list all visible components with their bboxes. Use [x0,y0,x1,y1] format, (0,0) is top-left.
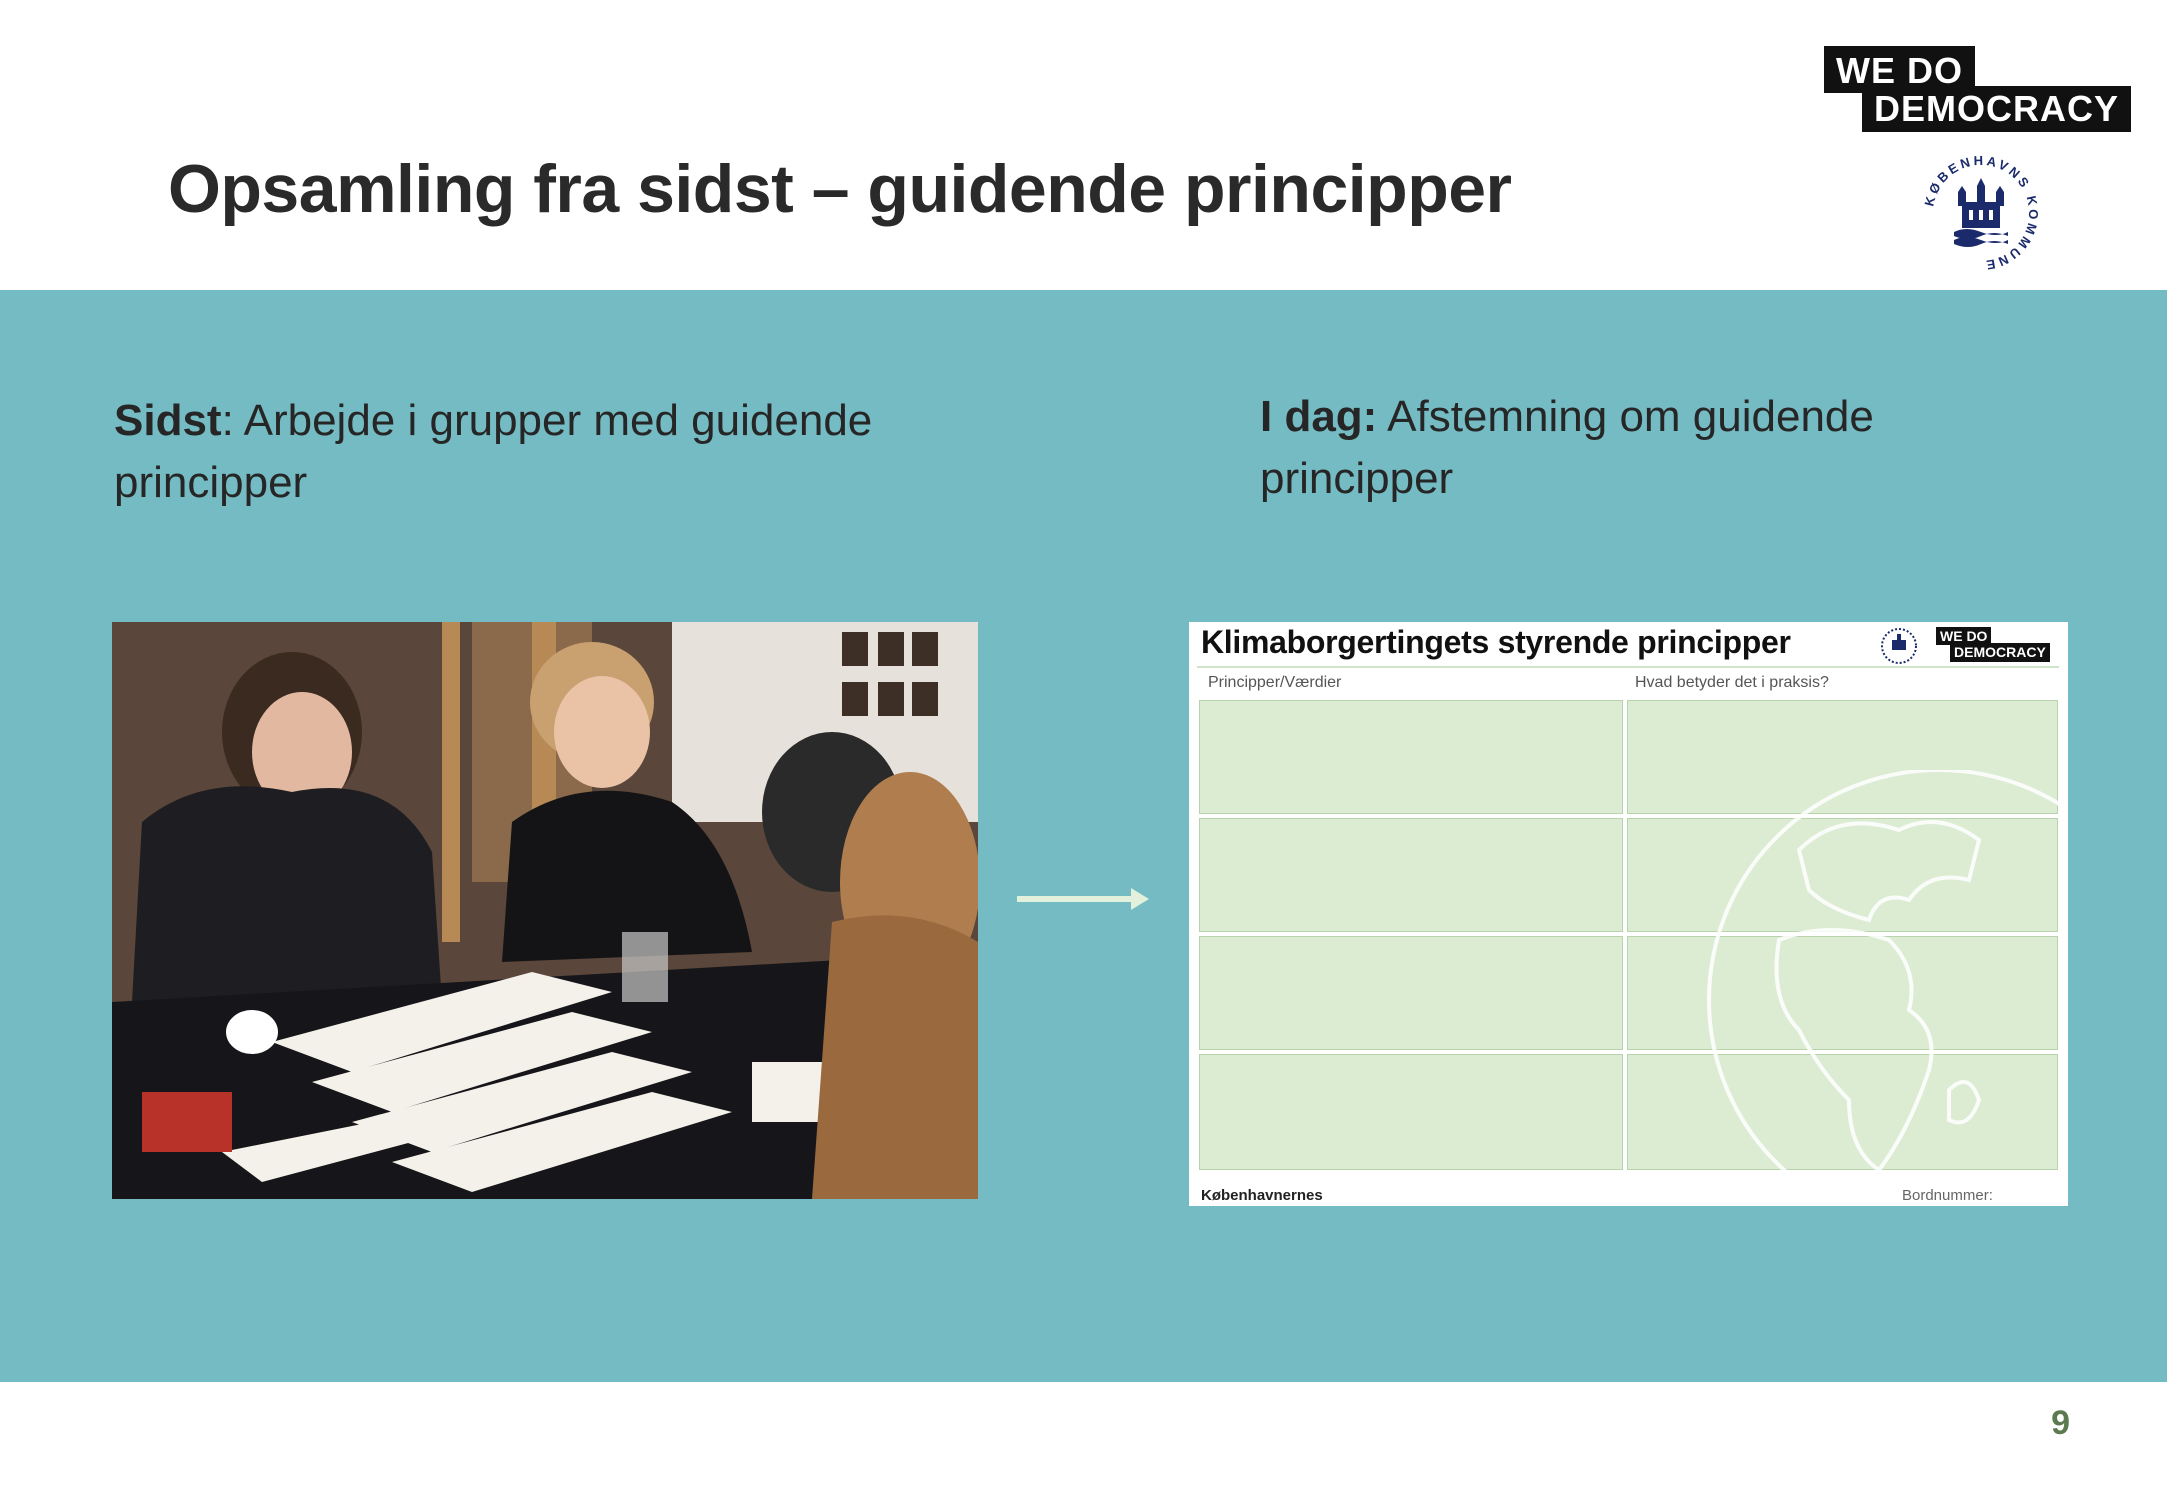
worksheet-footer-left: Københavnernes [1201,1187,1323,1204]
worksheet-cell [1627,936,2058,1050]
we-do-democracy-logo: WE DO DEMOCRACY [1824,46,2132,132]
page-number: 9 [2051,1404,2070,1442]
workshop-photo [112,622,978,1199]
worksheet-cell [1199,700,1623,814]
slide-title: Opsamling fra sidst – guidende princippe… [168,151,1512,227]
worksheet-cell [1627,700,2058,814]
arrow-right-icon [1017,888,1149,910]
kk-mini-logo-icon [1881,628,1917,664]
logo-line-1: WE DO [1824,46,1975,93]
worksheet-cell [1627,1054,2058,1170]
worksheet-cell [1199,1054,1623,1170]
worksheet-divider [1197,666,2059,668]
logo-line-2: DEMOCRACY [1862,86,2132,132]
worksheet-title: Klimaborgertingets styrende principper [1201,624,1791,660]
worksheet-cell [1199,936,1623,1050]
today-description: Afstemning om guidende principper [1260,392,1874,503]
last-session-text: Sidst: Arbejde i grupper med guidende pr… [114,390,1014,514]
column-header-practice: Hvad betyder det i praksis? [1635,674,1829,691]
koebenhavns-kommune-logo: KØBENHAVNS KOMMUNE [1921,153,2038,273]
today-label: I dag: [1260,392,1378,441]
last-session-description: : Arbejde i grupper med guidende princip… [114,396,873,507]
worksheet-wdd-logo: WE DO DEMOCRACY [1936,627,2052,663]
worksheet-footer-right: Bordnummer: [1902,1187,1993,1204]
worksheet-cell [1199,818,1623,932]
principles-worksheet: Klimaborgertingets styrende principper W… [1189,622,2068,1206]
worksheet-logo-line-1: WE DO [1936,627,1992,645]
today-text: I dag: Afstemning om guidende principper [1260,386,2020,510]
last-session-label: Sidst [114,396,222,445]
globe-icon [1707,770,2068,1206]
column-header-principles: Principper/Værdier [1208,674,1342,691]
worksheet-logo-line-2: DEMOCRACY [1950,643,2050,662]
